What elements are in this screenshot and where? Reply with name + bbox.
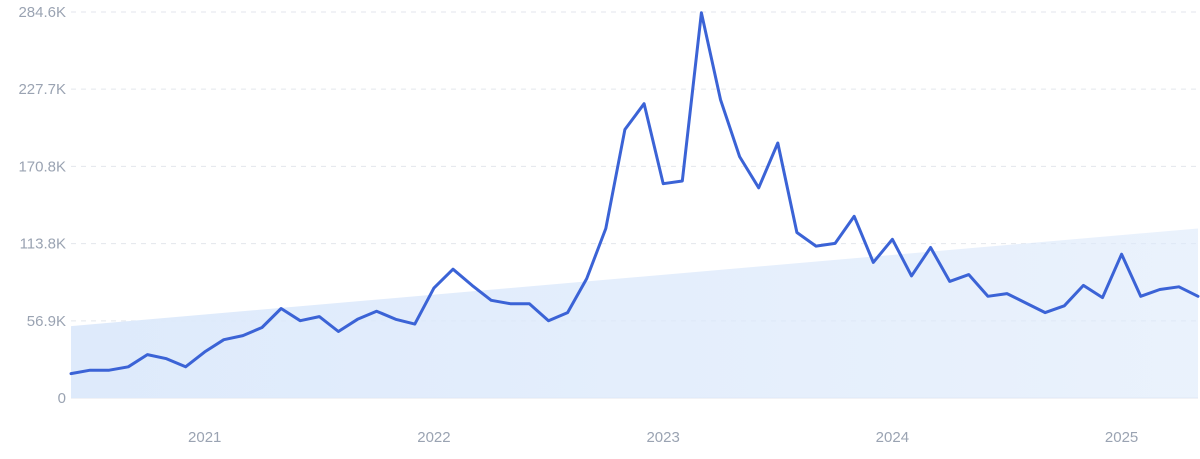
data-point-0-47 bbox=[968, 273, 970, 275]
data-point-0-13 bbox=[318, 315, 320, 317]
data-point-0-25 bbox=[547, 320, 549, 322]
data-point-0-7 bbox=[204, 351, 206, 353]
y-tick-label-3: 170.8K bbox=[18, 158, 66, 175]
data-point-0-21 bbox=[471, 284, 473, 286]
data-point-0-43 bbox=[891, 238, 893, 240]
data-point-0-2 bbox=[108, 369, 110, 371]
data-point-0-46 bbox=[949, 280, 951, 282]
data-point-0-59 bbox=[1197, 295, 1199, 297]
data-point-0-54 bbox=[1101, 296, 1103, 298]
data-point-0-31 bbox=[662, 183, 664, 185]
data-point-0-29 bbox=[624, 128, 626, 130]
data-point-0-23 bbox=[509, 303, 511, 305]
data-point-0-35 bbox=[738, 155, 740, 157]
data-point-0-30 bbox=[643, 103, 645, 105]
y-axis-ticks: 0 56.9K 113.8K 170.8K 227.7K 284.6K bbox=[18, 4, 66, 407]
data-point-0-45 bbox=[929, 246, 931, 248]
data-point-0-16 bbox=[375, 310, 377, 312]
data-point-0-58 bbox=[1178, 286, 1180, 288]
data-point-0-50 bbox=[1025, 302, 1027, 304]
x-tick-label-1: 2022 bbox=[417, 429, 450, 446]
y-tick-label-0: 0 bbox=[58, 390, 66, 407]
data-point-0-42 bbox=[872, 261, 874, 263]
data-point-0-49 bbox=[1006, 292, 1008, 294]
data-point-0-5 bbox=[165, 358, 167, 360]
data-point-0-9 bbox=[242, 334, 244, 336]
data-point-0-3 bbox=[127, 366, 129, 368]
data-point-0-14 bbox=[337, 330, 339, 332]
trend-area bbox=[71, 228, 1198, 398]
data-point-0-18 bbox=[414, 323, 416, 325]
data-point-0-40 bbox=[834, 242, 836, 244]
data-point-0-52 bbox=[1063, 305, 1065, 307]
data-point-0-11 bbox=[280, 307, 282, 309]
data-point-0-37 bbox=[777, 142, 779, 144]
data-point-0-10 bbox=[261, 326, 263, 328]
x-tick-label-2: 2023 bbox=[646, 429, 679, 446]
data-point-0-44 bbox=[910, 275, 912, 277]
series-line-0 bbox=[69, 11, 1200, 376]
data-point-0-28 bbox=[605, 227, 607, 229]
data-point-0-0 bbox=[70, 372, 72, 374]
y-tick-label-5: 284.6K bbox=[18, 4, 66, 21]
data-point-0-12 bbox=[299, 320, 301, 322]
data-point-0-57 bbox=[1159, 288, 1161, 290]
x-tick-label-3: 2024 bbox=[876, 429, 909, 446]
y-tick-label-4: 227.7K bbox=[18, 81, 66, 98]
y-tick-label-2: 113.8K bbox=[20, 236, 66, 253]
data-point-0-33 bbox=[700, 12, 702, 14]
data-point-0-27 bbox=[586, 277, 588, 279]
data-point-0-41 bbox=[853, 215, 855, 217]
data-point-0-6 bbox=[184, 366, 186, 368]
data-point-0-17 bbox=[395, 318, 397, 320]
x-tick-label-0: 2021 bbox=[188, 429, 221, 446]
data-point-0-15 bbox=[356, 318, 358, 320]
data-point-0-26 bbox=[566, 311, 568, 313]
data-point-0-4 bbox=[146, 353, 148, 355]
data-point-0-53 bbox=[1082, 284, 1084, 286]
data-point-0-8 bbox=[223, 339, 225, 341]
data-point-0-32 bbox=[681, 180, 683, 182]
data-point-0-55 bbox=[1120, 253, 1122, 255]
data-point-0-51 bbox=[1044, 311, 1046, 313]
data-point-0-19 bbox=[433, 287, 435, 289]
data-point-0-39 bbox=[815, 245, 817, 247]
y-tick-label-1: 56.9K bbox=[27, 313, 66, 330]
x-tick-label-4: 2025 bbox=[1105, 429, 1138, 446]
x-axis-ticks: 2021 2022 2023 2024 2025 bbox=[188, 429, 1138, 446]
data-point-0-36 bbox=[758, 187, 760, 189]
data-point-0-48 bbox=[987, 295, 989, 297]
data-point-0-20 bbox=[452, 268, 454, 270]
data-point-0-38 bbox=[796, 231, 798, 233]
data-point-0-1 bbox=[89, 369, 91, 371]
data-point-0-34 bbox=[719, 98, 721, 100]
series-layer bbox=[69, 11, 1200, 376]
data-point-0-56 bbox=[1140, 295, 1142, 297]
data-point-0-22 bbox=[490, 299, 492, 301]
trend-layer bbox=[71, 228, 1198, 398]
data-point-0-24 bbox=[528, 303, 530, 305]
